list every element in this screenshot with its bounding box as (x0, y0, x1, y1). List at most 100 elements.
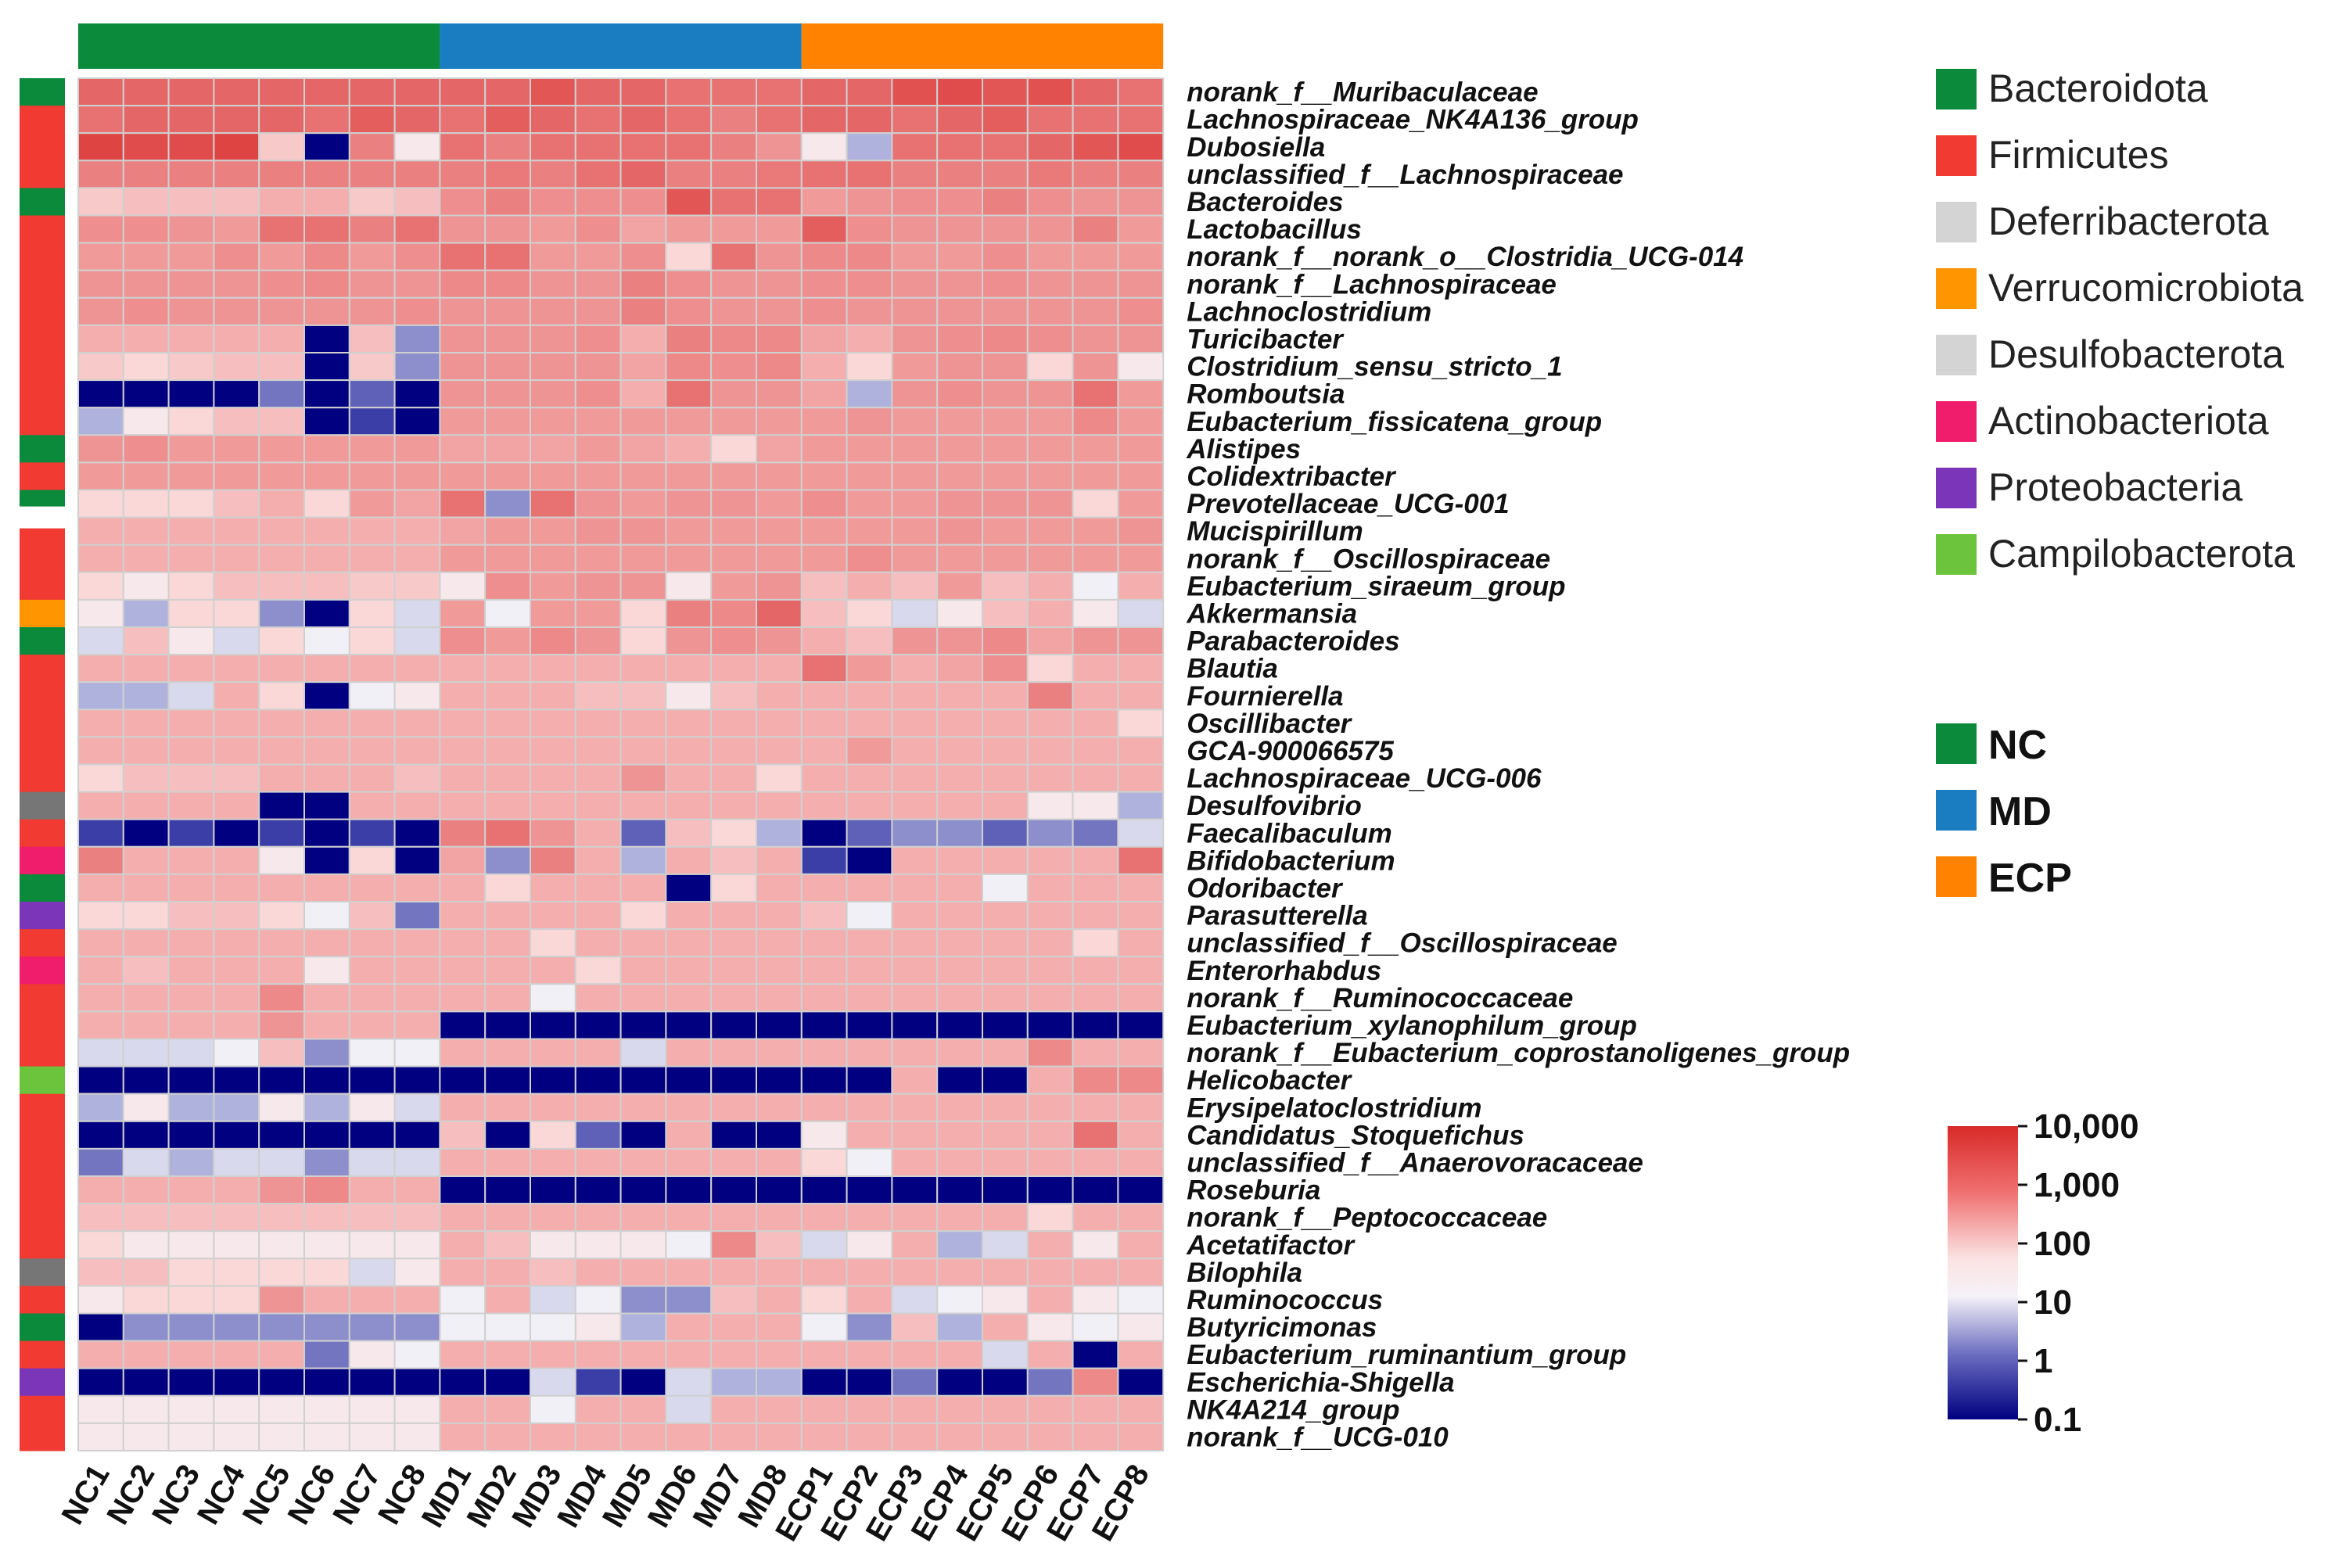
heatmap-cell (484, 214, 532, 244)
heatmap-cell (213, 160, 260, 189)
heatmap-cell (665, 77, 713, 107)
heatmap-cell (1117, 516, 1165, 546)
heatmap-cell (982, 324, 1029, 353)
phylum-bar-cell (20, 1011, 65, 1039)
heatmap-cell (1026, 1367, 1074, 1397)
heatmap-cell (891, 1340, 939, 1369)
heatmap-cell (213, 818, 260, 848)
heatmap-cell (891, 956, 939, 985)
heatmap-cell (936, 214, 983, 244)
heatmap-cell (167, 1038, 215, 1067)
heatmap-cell (1072, 160, 1119, 189)
color-scale-label: 10,000 (2034, 1107, 2139, 1146)
heatmap-cell (439, 1147, 487, 1178)
heatmap-cell (122, 324, 170, 353)
heatmap-cell (891, 1285, 939, 1315)
phylum-bar-cell (20, 819, 65, 848)
heatmap-cell (665, 1340, 713, 1369)
heatmap-cell (530, 791, 576, 820)
heatmap-cell (756, 983, 803, 1013)
heatmap-cell (1117, 1422, 1165, 1452)
heatmap-cell (1072, 845, 1119, 875)
heatmap-cell (574, 461, 622, 491)
heatmap-cell (439, 1340, 487, 1369)
heatmap-cell (167, 434, 215, 464)
genus-label: Parasutterella (1187, 901, 1368, 931)
heatmap-cell (665, 845, 713, 875)
heatmap-cell (936, 1340, 983, 1369)
heatmap-cell (1026, 489, 1074, 518)
heatmap-cell (1072, 873, 1119, 903)
heatmap-cell (77, 1093, 124, 1122)
heatmap-cell (800, 681, 848, 711)
heatmap-cell (258, 1422, 306, 1452)
heatmap-cell (530, 1367, 576, 1397)
heatmap-cell (167, 873, 215, 903)
heatmap-cell (1026, 187, 1074, 217)
heatmap-cell (800, 1175, 848, 1205)
heatmap-cell (846, 654, 893, 684)
heatmap-cell (122, 434, 170, 464)
heatmap-cell (393, 352, 441, 382)
genus-label: Acetatifactor (1186, 1230, 1356, 1261)
heatmap-cell (167, 1175, 215, 1205)
heatmap-cell (756, 873, 803, 903)
heatmap-cell (936, 324, 983, 353)
heatmap-cell (77, 956, 124, 985)
heatmap-cell (936, 160, 983, 189)
heatmap-cell (756, 1147, 803, 1178)
heatmap-cell (574, 1367, 622, 1397)
heatmap-cell (348, 928, 396, 958)
heatmap-cell (77, 1367, 124, 1397)
heatmap-cell (619, 1285, 667, 1315)
heatmap-cell (439, 352, 487, 382)
group-bar-ecp (801, 23, 1164, 69)
heatmap-cell (800, 407, 848, 436)
heatmap-cell (77, 407, 124, 436)
heatmap-cell (574, 132, 622, 162)
heatmap-cell (756, 1394, 803, 1424)
heatmap-cell (77, 1312, 124, 1342)
heatmap-cell (77, 681, 124, 711)
heatmap-cell (484, 269, 532, 299)
heatmap-cell (122, 187, 170, 217)
heatmap-cells (77, 77, 1165, 1452)
heatmap-cell (800, 1258, 848, 1287)
heatmap-cell (574, 324, 622, 353)
heatmap-cell (213, 1340, 260, 1369)
heatmap-cell (167, 598, 215, 629)
heatmap-cell (1026, 352, 1074, 382)
heatmap-cell (1072, 983, 1119, 1013)
heatmap-cell (348, 214, 396, 244)
heatmap-cell (167, 187, 215, 217)
heatmap-cell (800, 571, 848, 601)
heatmap-cell (213, 407, 260, 436)
heatmap-cell (936, 242, 983, 271)
heatmap-cell (665, 1065, 713, 1095)
heatmap-cell (619, 873, 667, 903)
heatmap-cell (574, 1285, 622, 1315)
heatmap-cell (1026, 571, 1074, 601)
heatmap-cell (77, 791, 124, 820)
genus-label: Lactobacillus (1187, 214, 1362, 245)
heatmap-cell (122, 296, 170, 326)
heatmap-cell (619, 626, 667, 656)
heatmap-cell (619, 901, 667, 931)
heatmap-cell (530, 544, 576, 573)
heatmap-cell (756, 571, 803, 601)
heatmap-cell (710, 709, 758, 738)
heatmap-cell (756, 544, 803, 573)
genus-label: Dubosiella (1187, 132, 1325, 163)
heatmap-cell (122, 818, 170, 848)
heatmap-cell (167, 1258, 215, 1287)
color-scale-legend: 10,000 1,000 100 10 1 0.1 (1948, 1107, 2139, 1439)
heatmap-cell (258, 873, 306, 903)
genus-label: Roseburia (1187, 1175, 1320, 1206)
heatmap-cell (756, 1422, 803, 1452)
heatmap-cell (936, 681, 983, 711)
heatmap-cell (122, 1340, 170, 1369)
heatmap-cell (982, 434, 1029, 464)
heatmap-cell (1026, 1394, 1074, 1424)
heatmap-cell (982, 571, 1029, 601)
heatmap-cell (530, 434, 576, 464)
